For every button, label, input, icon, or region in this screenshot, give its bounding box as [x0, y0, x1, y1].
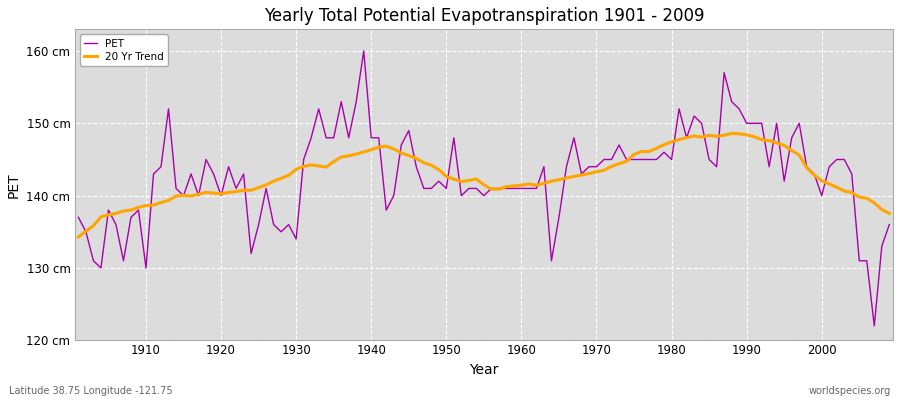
- X-axis label: Year: Year: [469, 363, 499, 377]
- Title: Yearly Total Potential Evapotranspiration 1901 - 2009: Yearly Total Potential Evapotranspiratio…: [264, 7, 704, 25]
- Text: Latitude 38.75 Longitude -121.75: Latitude 38.75 Longitude -121.75: [9, 386, 173, 396]
- Text: worldspecies.org: worldspecies.org: [809, 386, 891, 396]
- Line: 20 Yr Trend: 20 Yr Trend: [78, 134, 889, 237]
- 20 Yr Trend: [726, 131, 737, 136]
- 20 Yr Trend: [343, 154, 354, 158]
- 20 Yr Trend: [508, 184, 519, 188]
- Y-axis label: PET: PET: [7, 172, 21, 198]
- 20 Yr Trend: [884, 211, 895, 216]
- Line: PET: PET: [78, 51, 889, 326]
- 20 Yr Trend: [73, 234, 84, 239]
- PET: [358, 48, 369, 53]
- 20 Yr Trend: [606, 164, 616, 169]
- PET: [868, 324, 879, 328]
- PET: [884, 222, 895, 227]
- PET: [516, 186, 526, 191]
- PET: [614, 143, 625, 148]
- Legend: PET, 20 Yr Trend: PET, 20 Yr Trend: [80, 34, 167, 66]
- 20 Yr Trend: [133, 205, 144, 210]
- PET: [298, 157, 309, 162]
- PET: [133, 208, 144, 212]
- 20 Yr Trend: [298, 164, 309, 169]
- PET: [524, 186, 535, 191]
- PET: [343, 135, 354, 140]
- PET: [73, 215, 84, 220]
- 20 Yr Trend: [516, 183, 526, 188]
